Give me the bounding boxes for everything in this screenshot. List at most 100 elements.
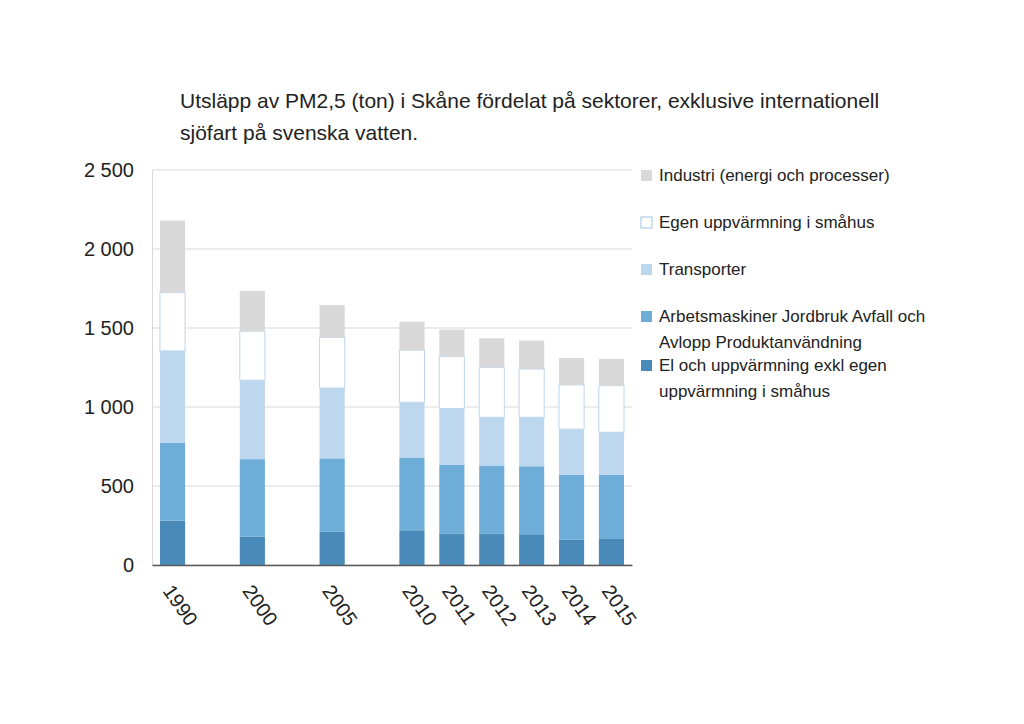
bar-segment bbox=[160, 292, 185, 350]
x-tick-label: 2011 bbox=[438, 581, 481, 629]
series bbox=[160, 443, 624, 540]
series bbox=[160, 221, 624, 386]
x-tick: 2014 bbox=[558, 565, 602, 630]
bar-segment bbox=[559, 475, 584, 540]
legend-swatch bbox=[641, 170, 652, 181]
bar-segment bbox=[559, 358, 584, 385]
bar-segment bbox=[160, 221, 185, 293]
legend-label: El och uppvärmning exkl egen uppvärmning… bbox=[659, 356, 891, 401]
bar-segment bbox=[320, 337, 345, 388]
bar-segment bbox=[320, 388, 345, 458]
bar-segment bbox=[439, 330, 464, 357]
x-tick-label: 2005 bbox=[318, 581, 362, 630]
x-tick: 2012 bbox=[478, 565, 522, 630]
grid-line bbox=[152, 170, 632, 171]
series bbox=[160, 292, 624, 432]
bar-segment bbox=[240, 291, 265, 331]
x-tick: 2011 bbox=[438, 565, 481, 629]
bar-segment bbox=[599, 432, 624, 475]
y-tick: 2 000 bbox=[84, 238, 152, 260]
bar-segment bbox=[559, 540, 584, 565]
bar-segment bbox=[479, 533, 504, 565]
x-tick-label: 2012 bbox=[478, 581, 522, 630]
bar-segment bbox=[399, 350, 424, 402]
bar-segment bbox=[559, 385, 584, 429]
series bbox=[160, 351, 624, 475]
y-tick-label: 0 bbox=[123, 554, 134, 576]
bar-segment bbox=[160, 351, 185, 443]
legend-swatch bbox=[641, 217, 652, 228]
bar-segment bbox=[399, 322, 424, 350]
bar-segment bbox=[399, 530, 424, 565]
bars bbox=[160, 221, 624, 565]
legend: Industri (energi och processer) Egen uppv… bbox=[641, 166, 930, 401]
series bbox=[160, 521, 624, 565]
bar-segment bbox=[519, 369, 544, 417]
bar-segment bbox=[599, 539, 624, 565]
y-tick-label: 500 bbox=[101, 475, 134, 497]
bar-segment bbox=[479, 368, 504, 418]
bar-segment bbox=[519, 341, 544, 369]
legend-swatch bbox=[641, 360, 652, 371]
legend-label: Arbetsmaskiner Jordbruk Avfall och Avlop… bbox=[659, 307, 930, 352]
grid-line bbox=[152, 249, 632, 250]
bar-segment bbox=[320, 305, 345, 337]
y-axis: 0 500 1 000 1 500 2 000 2 500 bbox=[84, 159, 153, 576]
y-tick-label: 2 000 bbox=[84, 238, 134, 260]
bar-segment bbox=[599, 359, 624, 386]
x-tick: 2010 bbox=[398, 565, 442, 630]
bar-segment bbox=[519, 466, 544, 534]
legend-label: Industri (energi och processer) bbox=[659, 166, 890, 185]
bar-segment bbox=[519, 417, 544, 466]
y-tick: 2 500 bbox=[84, 159, 152, 181]
grid bbox=[152, 170, 632, 565]
bar-segment bbox=[439, 409, 464, 465]
bar-segment bbox=[399, 402, 424, 457]
bar-segment bbox=[479, 417, 504, 465]
bar-segment bbox=[599, 386, 624, 433]
x-tick-label: 1990 bbox=[159, 581, 203, 630]
grid-line bbox=[152, 328, 632, 329]
y-tick: 0 bbox=[123, 554, 152, 576]
bar-segment bbox=[439, 533, 464, 565]
legend-swatch bbox=[641, 264, 652, 275]
x-tick-label: 2010 bbox=[398, 581, 442, 630]
bar-segment bbox=[439, 356, 464, 408]
x-tick: 1990 bbox=[159, 565, 203, 630]
y-tick-label: 2 500 bbox=[84, 159, 134, 181]
bar-segment bbox=[439, 465, 464, 534]
legend-label: Egen uppvärmning i småhus bbox=[659, 213, 874, 232]
x-tick: 2000 bbox=[239, 565, 283, 630]
x-tick: 2005 bbox=[318, 565, 362, 630]
legend-label: Transporter bbox=[659, 260, 747, 279]
x-tick-label: 2015 bbox=[598, 581, 642, 630]
x-axis-line bbox=[153, 565, 633, 567]
bar-segment bbox=[240, 331, 265, 380]
x-tick-label: 2000 bbox=[239, 581, 283, 630]
bar-segment bbox=[559, 429, 584, 475]
bar-segment bbox=[320, 458, 345, 531]
bar-segment bbox=[240, 459, 265, 536]
bar-segment bbox=[399, 458, 424, 531]
bar-segment bbox=[320, 532, 345, 565]
bar-segment bbox=[519, 534, 544, 565]
bar-segment bbox=[599, 475, 624, 539]
bar-segment bbox=[160, 443, 185, 521]
y-tick-label: 1 500 bbox=[84, 317, 134, 339]
y-tick-label: 1 000 bbox=[84, 396, 134, 418]
x-tick: 2013 bbox=[518, 565, 562, 630]
y-tick: 500 bbox=[101, 475, 152, 497]
x-tick-label: 2014 bbox=[558, 581, 602, 630]
bar-segment bbox=[240, 380, 265, 459]
legend-swatch bbox=[641, 311, 652, 322]
title: Utsläpp av PM2,5 (ton) i Skåne fördelat … bbox=[180, 89, 885, 144]
chart: 0 500 1 000 1 500 2 000 2 500 1990 2000 2005 2010… bbox=[0, 0, 1024, 724]
y-tick: 1 000 bbox=[84, 396, 152, 418]
x-tick: 2015 bbox=[598, 565, 642, 630]
y-axis-line bbox=[152, 171, 153, 566]
x-tick-label: 2013 bbox=[518, 581, 562, 630]
bar-segment bbox=[240, 537, 265, 565]
y-tick: 1 500 bbox=[84, 317, 152, 339]
x-axis: 1990 2000 2005 201020112012201320142015 bbox=[153, 565, 642, 630]
bar-segment bbox=[479, 465, 504, 533]
